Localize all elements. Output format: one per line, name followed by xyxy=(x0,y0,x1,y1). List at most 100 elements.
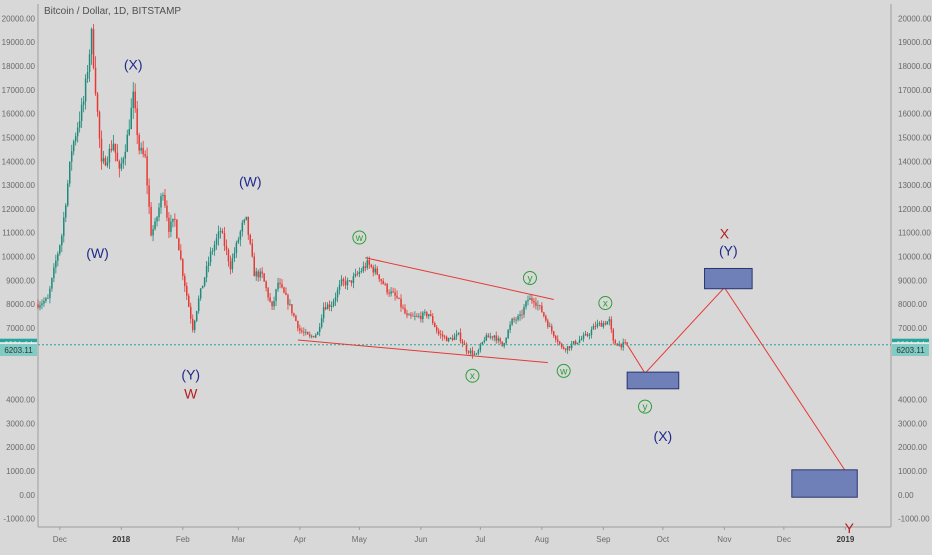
candle xyxy=(394,288,396,301)
candle xyxy=(545,314,547,323)
candle xyxy=(297,320,299,332)
candle-body xyxy=(94,67,97,94)
candle-body xyxy=(223,233,226,247)
candle xyxy=(309,331,311,339)
candle xyxy=(126,129,129,153)
candle-body xyxy=(455,334,458,337)
candle-body xyxy=(382,280,384,284)
candle-body xyxy=(356,273,359,275)
candle-body xyxy=(197,298,200,312)
y-tick-label-right: 19000.00 xyxy=(898,38,932,47)
candle xyxy=(318,323,321,337)
y-tick-label-left: 14000.00 xyxy=(2,157,36,166)
y-tick-label-right: 13000.00 xyxy=(898,181,932,190)
candle-body xyxy=(74,136,77,142)
candle xyxy=(211,247,214,256)
candle xyxy=(189,302,192,324)
candle-body xyxy=(59,245,61,254)
candle-body xyxy=(174,218,176,220)
candle xyxy=(186,282,188,301)
candle-body xyxy=(445,336,448,342)
candle-body xyxy=(451,338,454,341)
candle xyxy=(386,282,388,296)
candle xyxy=(255,267,257,281)
candle-body xyxy=(384,283,386,285)
candle xyxy=(404,304,406,315)
candle xyxy=(527,295,529,306)
candle-body xyxy=(358,271,361,274)
candle-body xyxy=(418,315,420,317)
candle-body xyxy=(469,350,472,353)
candle xyxy=(72,139,75,156)
y-tick-label-right: 1000.00 xyxy=(898,467,927,476)
circled-label: y xyxy=(522,271,537,286)
wave-label: (W) xyxy=(86,245,109,261)
y-tick-label-right: 15000.00 xyxy=(898,133,932,142)
candle-body xyxy=(543,312,545,317)
candle-body xyxy=(326,304,329,310)
candle xyxy=(600,320,603,327)
candle xyxy=(265,280,267,292)
candle xyxy=(366,256,369,270)
candle xyxy=(259,268,261,281)
candle xyxy=(122,156,125,169)
candle-body xyxy=(249,234,252,244)
candle xyxy=(586,331,589,338)
y-tick-label-right: 2000.00 xyxy=(898,443,927,452)
candle xyxy=(340,275,343,287)
candle xyxy=(227,248,230,267)
candle xyxy=(418,313,420,319)
candle-body xyxy=(312,336,315,338)
candle xyxy=(352,272,355,289)
candle-body xyxy=(560,343,563,348)
candle-body xyxy=(576,342,579,345)
candle-body xyxy=(178,238,180,251)
candle xyxy=(495,331,497,344)
candle xyxy=(275,288,277,307)
y-tick-label-right: 7000.00 xyxy=(898,324,927,333)
candle-body xyxy=(164,194,166,206)
candle-body xyxy=(61,235,63,246)
candle-body xyxy=(477,350,480,354)
candle-body xyxy=(420,315,422,320)
price-badge-box xyxy=(892,344,929,357)
candle-body xyxy=(352,276,355,283)
candle xyxy=(372,264,374,277)
candle xyxy=(152,225,154,242)
candle xyxy=(57,251,59,267)
candle xyxy=(467,350,470,355)
candle-body xyxy=(120,163,123,169)
candle xyxy=(328,300,331,312)
candle-body xyxy=(408,314,410,316)
candle-body xyxy=(362,266,365,272)
candle xyxy=(55,254,57,274)
candle xyxy=(356,270,359,277)
candle-body xyxy=(239,231,242,240)
candle-body xyxy=(487,335,490,338)
candle xyxy=(188,293,190,308)
candle-body xyxy=(432,316,434,324)
candle-body xyxy=(311,336,313,337)
candle xyxy=(572,340,575,345)
candle xyxy=(376,265,378,276)
candle-body xyxy=(57,253,59,261)
candle xyxy=(348,280,351,282)
candle-body xyxy=(624,342,626,344)
candle xyxy=(390,287,392,297)
candle-body xyxy=(289,304,291,305)
candle xyxy=(231,253,234,273)
candle-body xyxy=(203,277,206,286)
candle xyxy=(358,267,361,278)
candle-body xyxy=(507,330,509,339)
candle xyxy=(336,287,339,303)
candle-body xyxy=(549,326,551,328)
candle xyxy=(148,178,150,215)
price-badge-box xyxy=(0,344,37,357)
candle-body xyxy=(186,286,188,296)
candle-body xyxy=(366,260,369,268)
candle-body xyxy=(600,322,603,327)
y-tick-label-right: 4000.00 xyxy=(898,396,927,405)
candle xyxy=(247,216,250,240)
y-tick-label-left: 18000.00 xyxy=(2,62,36,71)
candle-body xyxy=(110,148,113,151)
